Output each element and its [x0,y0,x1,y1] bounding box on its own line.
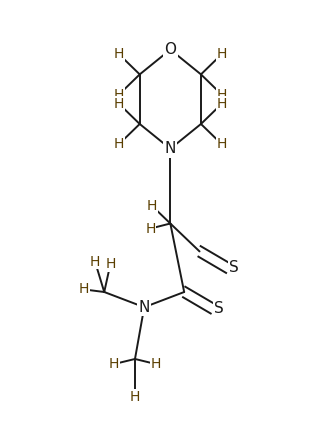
Text: H: H [217,47,227,61]
Text: H: H [147,199,157,213]
Text: H: H [79,283,90,296]
Text: H: H [145,222,156,236]
Text: N: N [139,300,150,315]
Text: H: H [217,97,227,111]
Text: H: H [90,254,100,269]
Text: H: H [109,357,119,371]
Text: H: H [217,137,227,151]
Text: H: H [114,137,124,151]
Text: H: H [130,390,140,404]
Text: H: H [114,97,124,111]
Text: H: H [114,47,124,61]
Text: N: N [165,141,176,156]
Text: H: H [151,357,161,371]
Text: S: S [229,260,239,275]
Text: S: S [214,301,223,316]
Text: H: H [105,257,115,271]
Text: H: H [114,88,124,101]
Text: O: O [164,42,176,57]
Text: H: H [217,88,227,101]
